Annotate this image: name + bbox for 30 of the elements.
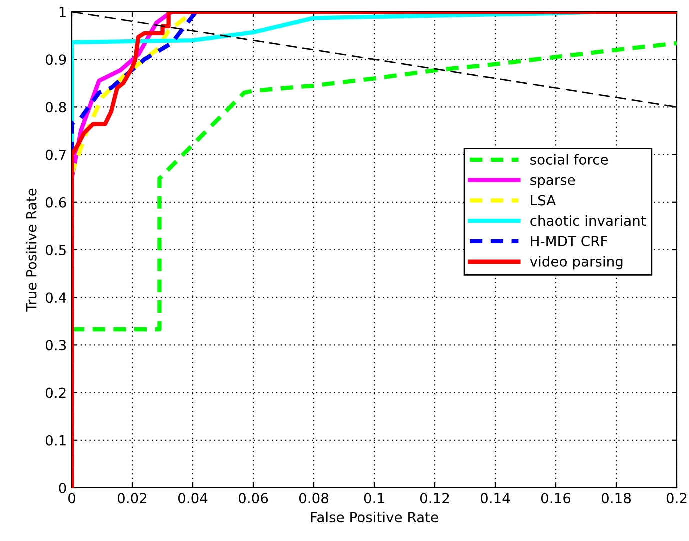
x-tick-label: 0.1 — [364, 493, 384, 504]
x-tick-label: 0.18 — [602, 493, 632, 504]
x-tick-label: 0.14 — [480, 493, 510, 504]
y-tick-label: 0.5 — [46, 244, 66, 256]
y-tick-label: 0.7 — [46, 150, 66, 160]
x-tick-label: 0.02 — [118, 493, 147, 504]
x-tick-label: 0.08 — [299, 493, 329, 504]
x-axis-title: False Positive Rate — [311, 512, 438, 523]
x-tick-label: 0.04 — [178, 493, 208, 504]
legend-label: H-MDT CRF — [531, 236, 608, 247]
legend-label: LSA — [531, 195, 556, 206]
y-tick-label: 0.2 — [46, 388, 66, 398]
y-tick-label: 0.1 — [46, 435, 66, 446]
x-tick-label: 0.16 — [541, 493, 571, 504]
y-tick-label: 0.3 — [46, 340, 66, 351]
y-tick-label: 0.4 — [46, 292, 66, 304]
x-tick-label: 0 — [68, 493, 76, 504]
legend-label: sparse — [530, 177, 576, 188]
x-tick-label: 0.12 — [420, 493, 450, 504]
y-tick-label: 0 — [59, 482, 66, 494]
legend-label: social force — [530, 154, 608, 165]
y-tick-label: 0.6 — [46, 197, 66, 208]
x-tick-label: 0.2 — [666, 493, 687, 504]
y-tick-label: 0.8 — [46, 102, 66, 113]
y-axis-title: True Positive Rate — [26, 188, 37, 312]
y-tick-label: 1 — [60, 7, 66, 18]
y-tick-label: 0.9 — [46, 54, 66, 66]
legend-label: chaotic invariant — [530, 215, 646, 226]
x-tick-label: 0.06 — [238, 493, 268, 504]
legend-label: video parsing — [530, 256, 623, 270]
